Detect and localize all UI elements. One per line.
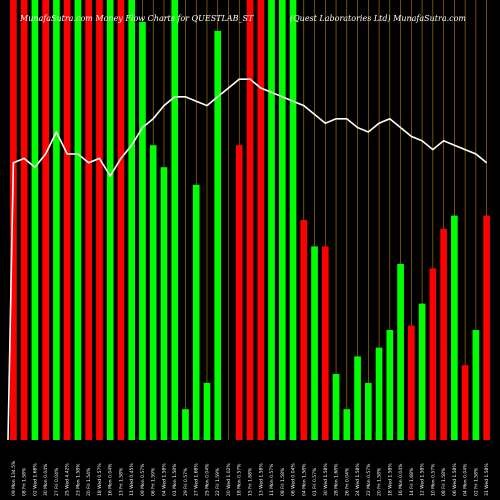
date-label: 20 Wed 1.02% (226, 463, 232, 496)
bar (354, 356, 361, 440)
date-label: 12 Wed 1.58% (420, 463, 426, 496)
bar (418, 303, 426, 440)
bar (257, 0, 265, 440)
date-label: 30 Mon 0.04% (43, 463, 49, 496)
date-label: 11 Mon 0.57% (269, 463, 275, 496)
bar (246, 0, 254, 440)
bar (407, 325, 415, 440)
date-label: 18 Mon 0.57% (237, 463, 243, 496)
date-label: 20 Fri 1.58% (377, 467, 383, 496)
date-label: 04 Wed 1.58% (161, 463, 167, 496)
bar (440, 228, 447, 440)
date-label: 27 Wed 1.68% (194, 463, 200, 496)
date-label: 28 Mon 1.68% (334, 463, 340, 496)
bar (214, 30, 222, 441)
bar (139, 22, 146, 440)
date-label: 09 Mon 134.5% (11, 460, 17, 496)
bar (74, 0, 82, 440)
chart-title-left: MunafaSutra.com Money Flow Charts for QU… (19, 14, 254, 23)
date-label: 06 Fri 1.59% (151, 467, 157, 496)
bar (300, 220, 308, 440)
bar (472, 330, 480, 440)
bar (429, 268, 437, 440)
date-label: 08 Fri 1.58% (280, 467, 286, 496)
bar (386, 330, 394, 440)
bar (451, 215, 458, 440)
bar (10, 0, 17, 440)
date-label: 16 Mon 0.04% (108, 463, 114, 496)
date-labels: 09 Mon 134.5% 08 Fri 1.58% 02 Wed 1.68% 30 … (11, 460, 490, 496)
bar (63, 0, 71, 440)
bar (149, 145, 157, 440)
date-label: 04 Mon 1.58% (301, 463, 307, 496)
bar (31, 0, 39, 440)
bar (375, 347, 383, 440)
bar (289, 0, 297, 440)
date-label: 26 Fri 0.04% (344, 467, 350, 496)
date-label: 22 Mon 0.57% (366, 463, 372, 496)
date-label: 11 Wed 0.45% (129, 463, 135, 496)
date-label: 18 Wed 0.57% (97, 463, 103, 496)
date-label: 16 Mon 0.04% (398, 463, 404, 496)
date-label: 29 Fri 0.57% (183, 467, 189, 496)
date-label: 10 Mon 0.57% (430, 463, 436, 496)
money-flow-line (7, 78, 488, 441)
bar (332, 374, 340, 440)
date-label: 09 Mon 0.57% (140, 463, 146, 496)
date-label: 02 Wed 1.68% (32, 463, 38, 496)
bar (268, 0, 275, 440)
date-label: 27 Fri 0.04% (54, 467, 60, 496)
bar (343, 409, 351, 440)
date-label: 20 Fri 1.54% (86, 467, 92, 496)
date-label: 31 Wed 1.58% (484, 463, 490, 496)
date-label: 08 Fri 1.58% (22, 467, 28, 496)
date-label: 04 Mon 0.04% (463, 463, 469, 496)
chart-title-right: (Quest Laboratories Ltd) MunafaSutra.com (290, 14, 466, 23)
bar (85, 0, 93, 440)
bar (53, 0, 60, 440)
bar (42, 0, 49, 440)
date-label: 23 Mon 1.58% (75, 463, 81, 496)
date-label: 18 Wed 1.58% (387, 463, 393, 496)
bar (182, 409, 189, 440)
bar (128, 0, 136, 440)
bar (235, 145, 243, 440)
bar (171, 0, 179, 440)
bar (461, 365, 469, 440)
date-label: 13 Fri 1.58% (118, 467, 124, 496)
date-label: 01 Fri 0.57% (312, 467, 318, 496)
bar (106, 0, 114, 440)
bar (20, 0, 28, 440)
bar (203, 382, 211, 440)
date-label: 25 Mon 0.04% (204, 463, 210, 496)
date-label: 24 Wed 1.58% (355, 463, 361, 496)
date-label: 01 Mon 1.58% (172, 463, 178, 496)
date-label: 22 Fri 1.59% (215, 467, 221, 496)
bars-group (10, 0, 490, 441)
bar (278, 0, 286, 440)
date-label: 08 Fri 1.58% (441, 467, 447, 496)
date-label: 13 Wed 1.58% (258, 463, 264, 496)
date-label: 06 Wed 0.04% (291, 463, 297, 496)
bar (117, 0, 125, 440)
date-label: 06 Wed 1.58% (452, 463, 458, 496)
bar (96, 0, 103, 440)
date-label: 14 Fri 1.68% (409, 467, 415, 496)
date-label: 02 Fri 1.58% (473, 467, 479, 496)
date-label: 15 Fri 1.68% (248, 467, 254, 496)
bar (397, 264, 404, 440)
bar (364, 382, 372, 440)
bar (311, 246, 318, 440)
date-label: 25 Wed 4.42% (65, 463, 71, 496)
date-label: 30 Wed 1.58% (323, 463, 329, 496)
bar (192, 184, 200, 440)
bar (483, 215, 490, 440)
bar (321, 246, 329, 440)
bar (160, 167, 168, 440)
